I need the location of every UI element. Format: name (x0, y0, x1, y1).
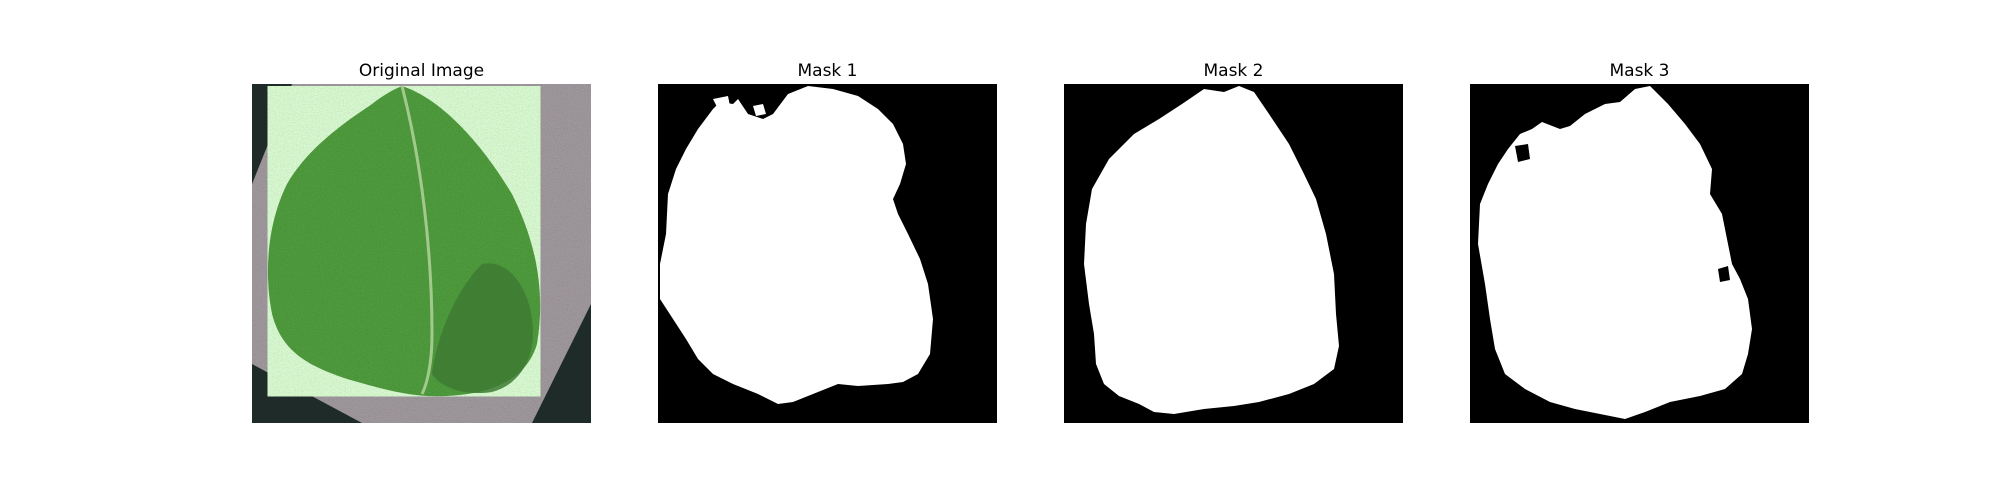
mask-hole (1515, 144, 1530, 162)
panel-title: Mask 3 (1609, 61, 1670, 81)
original-leaf-image (252, 84, 591, 423)
mask-foreground (660, 86, 933, 404)
dark-corner-bottom-left (252, 364, 362, 423)
panel-mask-3: Mask 3 (1470, 59, 1809, 423)
mask-fragment (713, 96, 730, 109)
panel-title: Original Image (358, 61, 485, 81)
panel-mask-1: Mask 1 (658, 59, 997, 423)
leaf-dark-lobe (432, 263, 533, 394)
mask-fragment (753, 104, 766, 116)
mask-hole (1718, 266, 1730, 282)
panel-title: Mask 1 (797, 61, 858, 81)
panel-mask-2: Mask 2 (1064, 59, 1403, 423)
dark-corner-bottom-right (532, 304, 591, 423)
dark-corner-top-left (252, 84, 292, 184)
leaf-vein (400, 85, 434, 395)
mask-1-image (658, 84, 997, 423)
panel-original-image: Original Image (252, 59, 591, 423)
mask-3-image (1470, 84, 1809, 423)
mask-2-image (1064, 84, 1403, 423)
mask-foreground (1478, 86, 1752, 419)
panel-title: Mask 2 (1203, 61, 1264, 81)
mask-foreground (1084, 86, 1339, 414)
